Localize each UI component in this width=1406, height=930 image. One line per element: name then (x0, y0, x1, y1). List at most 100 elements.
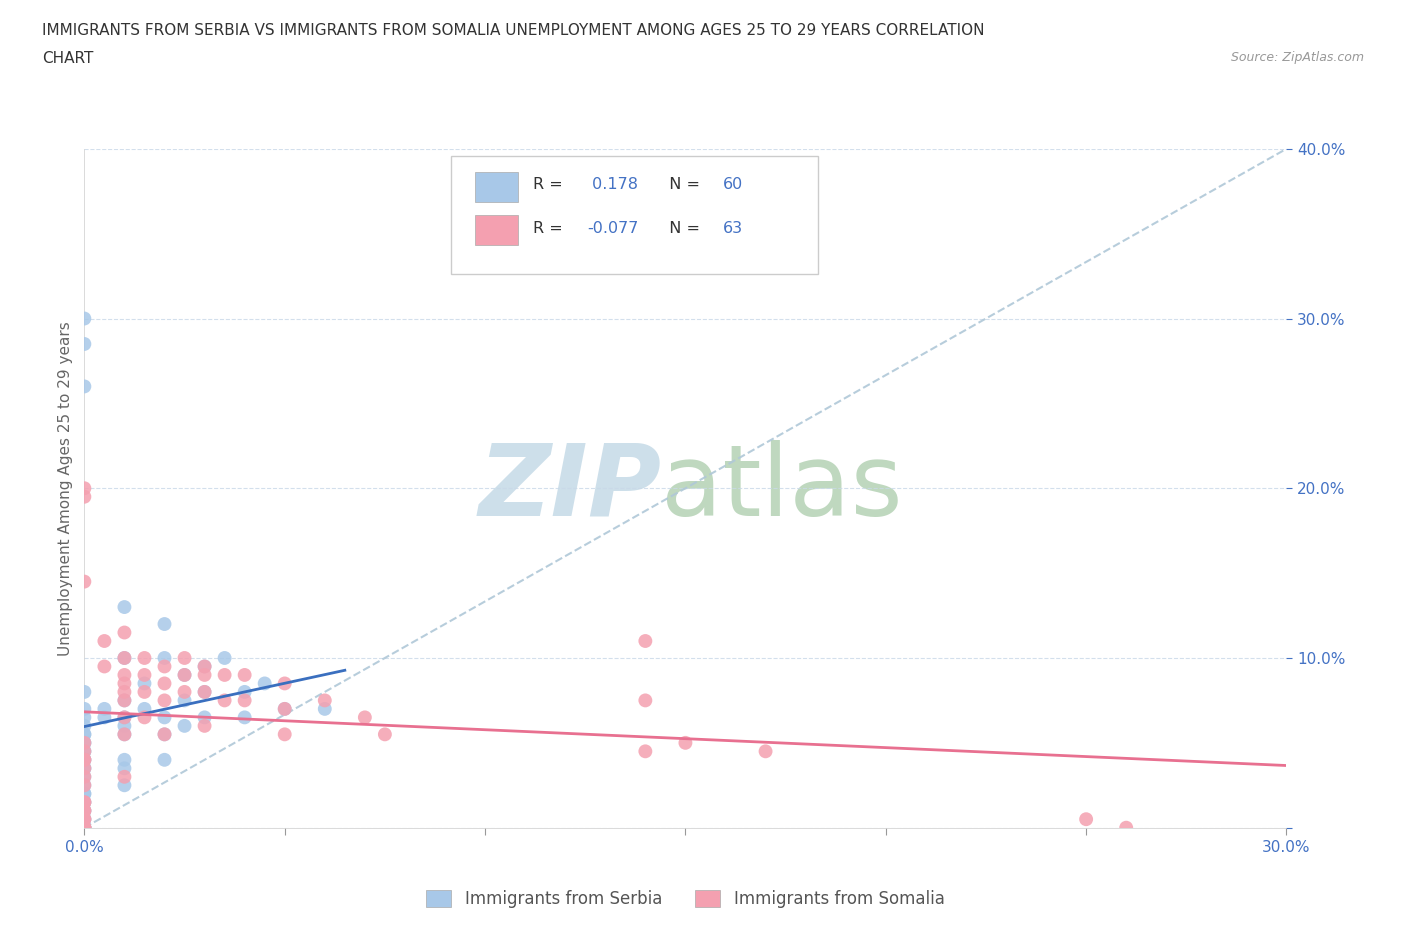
Point (194, 710, 217, 724)
Point (73, 812, 96, 827)
Point (134, 668, 156, 683)
Point (153, 676, 176, 691)
Point (214, 668, 236, 683)
Point (114, 684, 135, 699)
Point (173, 668, 195, 683)
FancyBboxPatch shape (451, 155, 818, 274)
Point (73, 820, 96, 835)
Point (93, 701, 115, 716)
Point (114, 727, 135, 742)
Point (274, 727, 297, 742)
Point (114, 761, 135, 776)
Point (73, 804, 96, 818)
Point (73, 820, 96, 835)
Text: R =: R = (533, 178, 568, 193)
Text: N =: N = (659, 178, 704, 193)
Point (214, 693, 236, 708)
Point (114, 752, 135, 767)
Point (114, 668, 135, 683)
Point (73, 820, 96, 835)
Point (114, 777, 135, 792)
Point (73, 761, 96, 776)
Point (153, 752, 176, 767)
Point (114, 625, 135, 640)
Point (1076, 812, 1098, 827)
Point (73, 379, 96, 394)
Point (173, 718, 195, 733)
Point (73, 769, 96, 784)
Point (114, 651, 135, 666)
Point (114, 710, 135, 724)
Point (134, 676, 156, 691)
Point (233, 693, 256, 708)
Point (73, 684, 96, 699)
Point (274, 701, 297, 716)
Point (114, 676, 135, 691)
Point (675, 736, 697, 751)
Point (194, 684, 217, 699)
Point (73, 752, 96, 767)
Point (73, 574, 96, 589)
Legend: Immigrants from Serbia, Immigrants from Somalia: Immigrants from Serbia, Immigrants from … (419, 884, 952, 915)
Point (194, 659, 217, 674)
Point (73, 804, 96, 818)
Point (73, 337, 96, 352)
Point (1115, 820, 1137, 835)
Point (73, 752, 96, 767)
Point (274, 701, 297, 716)
Point (73, 820, 96, 835)
Point (73, 804, 96, 818)
Point (634, 744, 657, 759)
Point (173, 651, 195, 666)
Point (374, 727, 396, 742)
Point (114, 710, 135, 724)
Point (73, 752, 96, 767)
Point (173, 668, 195, 683)
Point (253, 676, 276, 691)
Point (194, 684, 217, 699)
Point (153, 651, 176, 666)
Point (73, 727, 96, 742)
Point (73, 752, 96, 767)
Point (73, 761, 96, 776)
Point (134, 701, 156, 716)
Point (134, 710, 156, 724)
Point (114, 718, 135, 733)
Point (634, 633, 657, 648)
Point (73, 744, 96, 759)
Point (73, 795, 96, 810)
Point (73, 761, 96, 776)
Text: atlas: atlas (661, 440, 903, 537)
Point (134, 651, 156, 666)
Point (73, 795, 96, 810)
Point (73, 718, 96, 733)
Point (153, 617, 176, 631)
Point (233, 684, 256, 699)
Point (153, 693, 176, 708)
Y-axis label: Unemployment Among Ages 25 to 29 years: Unemployment Among Ages 25 to 29 years (58, 321, 73, 656)
Point (73, 744, 96, 759)
Text: CHART: CHART (42, 51, 94, 66)
Point (114, 600, 135, 615)
Point (274, 676, 297, 691)
Point (73, 812, 96, 827)
Point (73, 769, 96, 784)
Point (73, 736, 96, 751)
Point (755, 744, 778, 759)
Point (134, 684, 156, 699)
Point (194, 718, 217, 733)
Point (114, 651, 135, 666)
Point (73, 727, 96, 742)
Point (114, 769, 135, 784)
Point (153, 727, 176, 742)
Point (73, 701, 96, 716)
FancyBboxPatch shape (475, 216, 519, 246)
Text: ZIP: ZIP (478, 440, 661, 537)
Point (73, 777, 96, 792)
Point (73, 787, 96, 802)
Point (314, 701, 336, 716)
Point (73, 736, 96, 751)
Point (214, 651, 236, 666)
Point (73, 812, 96, 827)
Text: Source: ZipAtlas.com: Source: ZipAtlas.com (1230, 51, 1364, 64)
